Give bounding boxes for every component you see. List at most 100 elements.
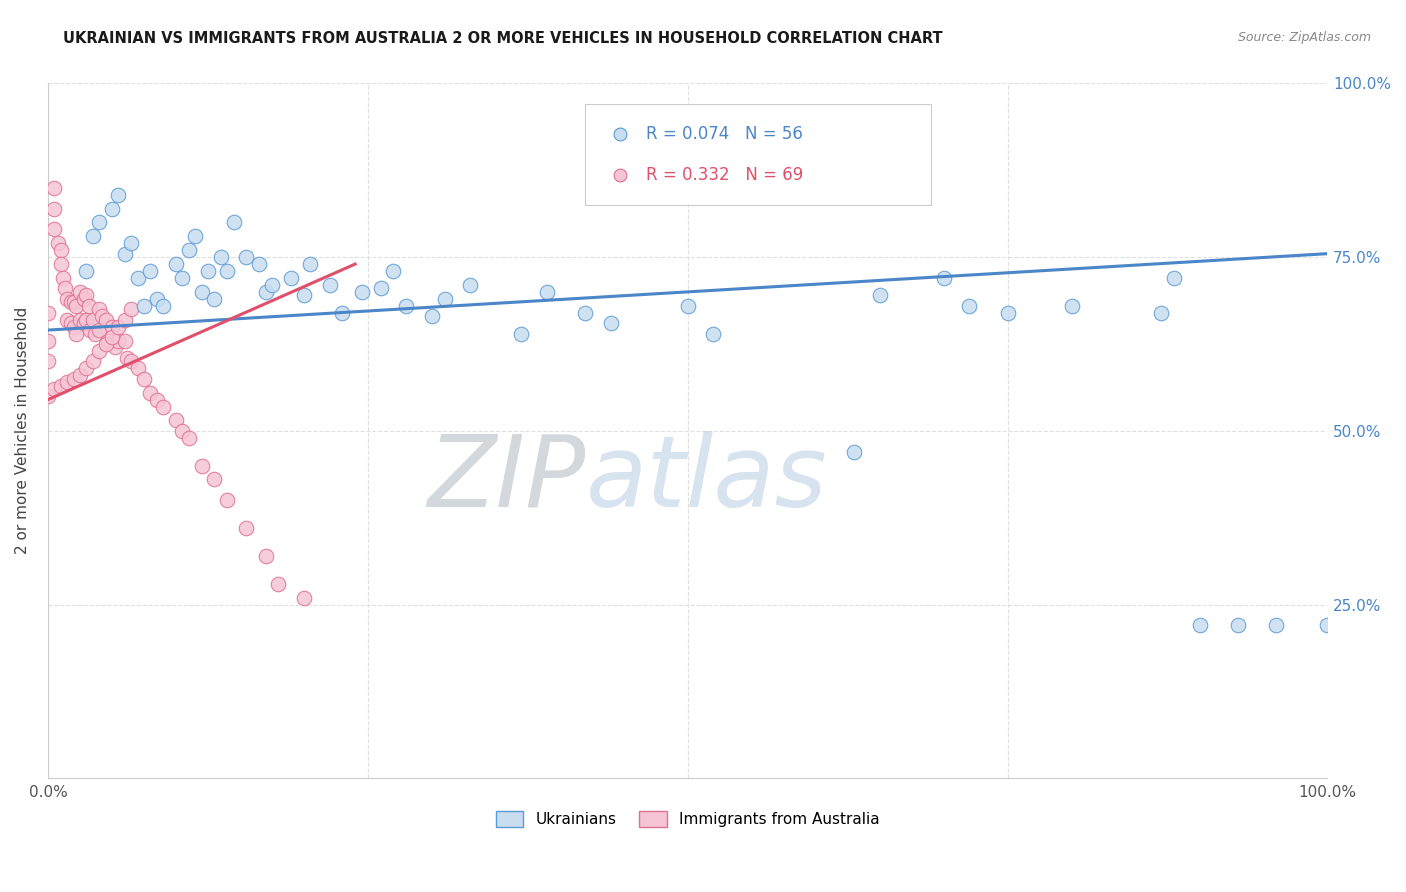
Point (957, 299, 980, 313)
Point (299, 257, 322, 271)
Point (235, 521, 257, 535)
Point (869, 288, 891, 302)
Point (177, 431, 200, 445)
Point (127, 361, 149, 376)
Point (458, 277, 481, 292)
Point (62, 319, 84, 334)
Point (318, 277, 340, 292)
Point (103, 341, 125, 355)
Point (75, 288, 97, 302)
Point (1265, 618, 1288, 632)
Point (190, 458, 212, 473)
Text: ZIP: ZIP (427, 431, 585, 528)
Point (609, 127, 631, 141)
Point (37, 354, 59, 368)
Point (177, 243, 200, 257)
Point (842, 444, 865, 458)
Point (62, 295, 84, 310)
Point (101, 319, 124, 334)
Point (184, 229, 207, 244)
Point (84, 326, 107, 341)
Point (146, 392, 169, 407)
Point (139, 385, 162, 400)
Point (292, 288, 315, 302)
Point (139, 264, 162, 278)
Point (217, 264, 239, 278)
Point (190, 285, 212, 299)
Text: R = 0.332   N = 69: R = 0.332 N = 69 (645, 166, 803, 185)
Point (37, 306, 59, 320)
Point (75, 361, 97, 376)
Point (44, 382, 66, 396)
Point (146, 292, 169, 306)
Point (101, 202, 124, 216)
Point (280, 271, 302, 285)
Point (247, 257, 270, 271)
Point (330, 306, 353, 320)
Point (1060, 299, 1083, 313)
Point (350, 285, 373, 299)
Point (89, 323, 111, 337)
Point (49, 378, 72, 392)
Point (114, 246, 136, 260)
Point (73, 292, 96, 306)
Point (574, 306, 596, 320)
Point (107, 187, 129, 202)
Point (209, 250, 232, 264)
Point (152, 400, 174, 414)
Point (82, 354, 104, 368)
Point (254, 285, 277, 299)
Point (37, 389, 59, 403)
Point (1188, 618, 1211, 632)
Point (46, 236, 69, 251)
Point (69, 368, 91, 383)
Point (49, 243, 72, 257)
Point (382, 264, 405, 278)
Text: R = 0.074   N = 56: R = 0.074 N = 56 (645, 125, 803, 143)
Point (65, 299, 87, 313)
Point (235, 250, 257, 264)
Point (254, 549, 277, 563)
Point (77, 299, 100, 313)
Point (56, 375, 79, 389)
Point (997, 306, 1019, 320)
Text: Source: ZipAtlas.com: Source: ZipAtlas.com (1237, 31, 1371, 45)
Point (94, 337, 117, 351)
Point (117, 351, 139, 365)
Legend: Ukrainians, Immigrants from Australia: Ukrainians, Immigrants from Australia (489, 805, 886, 833)
Point (75, 312, 97, 326)
Point (97, 334, 120, 348)
Point (69, 285, 91, 299)
Point (44, 202, 66, 216)
Point (217, 493, 239, 508)
Point (73, 316, 96, 330)
Point (82, 229, 104, 244)
Point (202, 473, 225, 487)
Point (172, 271, 194, 285)
FancyBboxPatch shape (585, 104, 931, 205)
Point (932, 271, 955, 285)
Point (101, 330, 124, 344)
Point (702, 326, 724, 341)
Point (89, 343, 111, 358)
Point (165, 413, 187, 427)
Point (107, 319, 129, 334)
Point (75, 264, 97, 278)
Point (107, 334, 129, 348)
Point (395, 299, 418, 313)
Point (260, 277, 283, 292)
Point (120, 354, 142, 368)
Point (600, 316, 623, 330)
Point (120, 302, 142, 317)
Point (609, 169, 631, 183)
Point (89, 215, 111, 229)
Point (44, 180, 66, 194)
Point (132, 299, 155, 313)
Point (510, 326, 533, 341)
Point (197, 264, 219, 278)
Point (52, 271, 75, 285)
Point (222, 215, 245, 229)
Point (1150, 306, 1173, 320)
Text: atlas: atlas (585, 431, 827, 528)
Point (120, 236, 142, 251)
